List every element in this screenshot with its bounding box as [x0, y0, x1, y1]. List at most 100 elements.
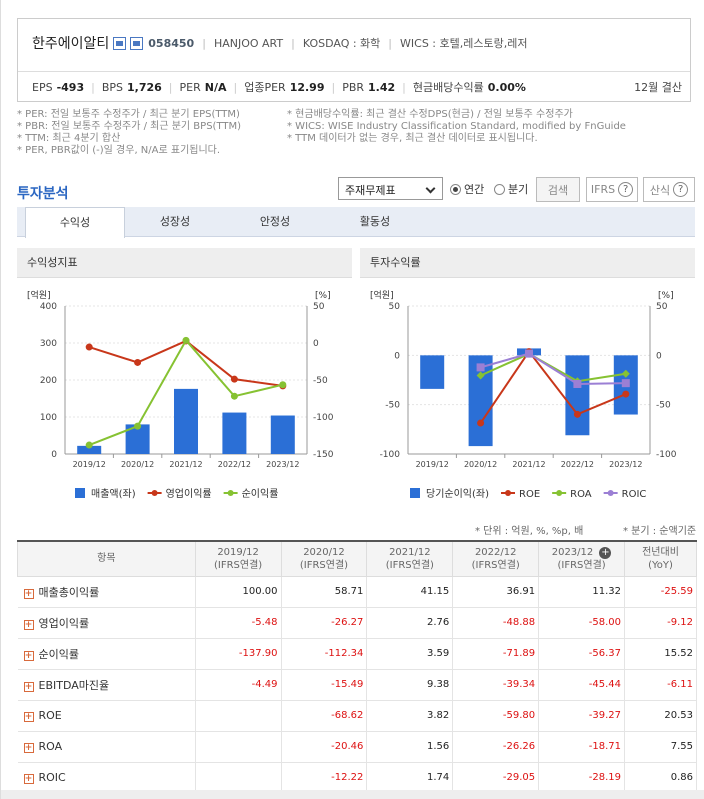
- search-button[interactable]: 검색: [536, 177, 580, 202]
- left-tick-label: 0: [394, 351, 400, 361]
- profitability-chart: [억원] [%] 400 50 300 0 200 -50 100 -100 0 -150 2019/1…: [27, 289, 334, 500]
- table-cell: -112.34: [281, 638, 368, 670]
- question-icon: ?: [618, 182, 634, 197]
- bar: [420, 355, 445, 389]
- table-row: + ROIC -12.22 1.74 -29.05 -28.19 0.86: [17, 762, 697, 794]
- table-cell: 1.74: [366, 762, 454, 794]
- market-info: KOSDAQ : 화학: [302, 37, 381, 50]
- note: * TTM: 최근 4분기 합산: [17, 133, 121, 144]
- x-tick-label: 2021/12: [512, 460, 545, 469]
- expand-columns-icon[interactable]: +: [599, 546, 612, 559]
- ifrs-help-button[interactable]: IFRS?: [586, 177, 638, 202]
- data-point: [182, 336, 190, 344]
- wics-info: WICS : 호텔,레스토랑,레저: [400, 37, 528, 50]
- ifrs-label: IFRS: [590, 183, 616, 196]
- row-label[interactable]: + ROA: [17, 731, 196, 763]
- legend-label: 영업이익률: [166, 487, 212, 500]
- table-cell: 58.71: [281, 576, 368, 608]
- x-tick-label: 2020/12: [464, 460, 497, 469]
- note: * PBR: 전일 보통주 수정주가 / 최근 분기 BPS(TTM): [17, 121, 242, 132]
- data-point: [476, 371, 485, 380]
- expand-icon[interactable]: +: [23, 774, 34, 784]
- data-point: [573, 410, 581, 418]
- x-tick-label: 2021/12: [169, 460, 202, 469]
- data-point: [85, 343, 93, 351]
- table-cell: 7.55: [624, 731, 697, 763]
- stock-code: 058450: [148, 36, 195, 50]
- legend-swatch: [505, 490, 512, 496]
- table-cell: -56.37: [538, 638, 626, 670]
- quarter-radio[interactable]: 분기: [494, 177, 528, 201]
- data-point: [230, 392, 238, 400]
- table-cell: 3.59: [366, 638, 454, 670]
- table-cell: -26.27: [281, 607, 368, 639]
- home-icon[interactable]: [113, 36, 127, 50]
- section-title: 투자분석: [17, 186, 69, 202]
- row-label[interactable]: + ROIC: [17, 762, 196, 794]
- data-point: [573, 379, 582, 388]
- eps-label: EPS: [32, 80, 53, 94]
- radio-icon: [450, 183, 461, 195]
- row-label[interactable]: + EBITDA마진율: [17, 669, 196, 701]
- table-cell: 3.82: [366, 700, 454, 732]
- statement-select[interactable]: 주재무제표: [338, 177, 443, 200]
- table-cell: 2.76: [366, 607, 454, 639]
- table-cell: 15.52: [624, 638, 697, 670]
- row-label[interactable]: + 영업이익률: [17, 607, 196, 639]
- column-header: 2021/12 (IFRS연결): [366, 540, 454, 577]
- table-cell: -6.11: [624, 669, 697, 701]
- formula-help-button[interactable]: 산식?: [643, 177, 695, 202]
- bps-value: 1,726: [127, 80, 162, 94]
- table-row: + 영업이익률 -5.48 -26.27 2.76 -48.88 -58.00 -9.12: [17, 607, 697, 639]
- scroll-edge: [1, 790, 704, 799]
- column-header: 2022/12 (IFRS연결): [452, 540, 540, 577]
- row-label[interactable]: + ROE: [17, 700, 196, 732]
- statement-select-value: 주재무제표: [345, 184, 396, 197]
- series-line: [88, 339, 283, 387]
- right-tick-label: 50: [313, 302, 325, 312]
- table-cell: -71.89: [452, 638, 540, 670]
- tab-stability[interactable]: 안정성: [259, 215, 291, 228]
- bps-label: BPS: [101, 80, 123, 94]
- row-label[interactable]: + 매출총이익률: [17, 576, 196, 608]
- left-tick-label: 100: [40, 413, 57, 423]
- table-cell: -4.49: [195, 669, 282, 701]
- data-point: [621, 369, 630, 378]
- tab-growth[interactable]: 성장성: [159, 215, 191, 228]
- note: * 현금배당수익률: 최근 결산 수정DPS(현금) / 전일 보통주 수정주가: [287, 109, 573, 120]
- legend-swatch: [151, 490, 158, 496]
- right-tick-label: 50: [656, 302, 668, 312]
- annual-radio[interactable]: 연간: [450, 177, 484, 201]
- expand-icon[interactable]: +: [23, 712, 34, 722]
- column-header: 2020/12 (IFRS연결): [280, 540, 368, 577]
- table-cell: -68.62: [281, 700, 368, 732]
- expand-icon[interactable]: +: [23, 619, 34, 630]
- legend-label: 매출액(좌): [91, 488, 136, 500]
- expand-icon[interactable]: +: [23, 743, 34, 753]
- expand-icon[interactable]: +: [23, 681, 34, 692]
- expand-icon[interactable]: +: [23, 588, 34, 599]
- data-point: [134, 358, 142, 366]
- legend-label: 순이익률: [242, 488, 279, 500]
- x-tick-label: 2019/12: [416, 460, 449, 469]
- column-header-item: 항목: [17, 540, 196, 577]
- series-line: [480, 352, 626, 386]
- table-cell: 41.15: [366, 576, 454, 608]
- legend-swatch: [227, 490, 234, 496]
- tab-activity[interactable]: 활동성: [359, 215, 391, 228]
- left-axis-unit: [억원]: [27, 289, 51, 301]
- per-value: N/A: [204, 80, 227, 94]
- right-tick-label: -50: [656, 401, 671, 411]
- right-tick-label: -100: [313, 413, 334, 423]
- column-header: 2019/12 (IFRS연결): [194, 540, 282, 577]
- chart2-title: 투자수익률: [360, 248, 695, 278]
- expand-icon[interactable]: +: [23, 650, 34, 661]
- tab-profitability[interactable]: 수익성: [25, 207, 125, 238]
- left-tick-label: 50: [389, 302, 401, 312]
- data-point: [279, 381, 287, 389]
- row-label[interactable]: + 순이익률: [17, 638, 196, 670]
- table-cell: -15.49: [281, 669, 368, 701]
- dividend-yield-label: 현금배당수익률: [412, 81, 484, 94]
- homepage-icon[interactable]: [130, 36, 144, 50]
- table-cell: [195, 731, 282, 763]
